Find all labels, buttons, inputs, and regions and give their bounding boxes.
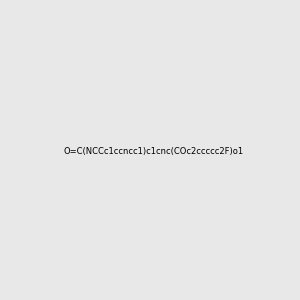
Text: O=C(NCCc1ccncc1)c1cnc(COc2ccccc2F)o1: O=C(NCCc1ccncc1)c1cnc(COc2ccccc2F)o1	[64, 147, 244, 156]
